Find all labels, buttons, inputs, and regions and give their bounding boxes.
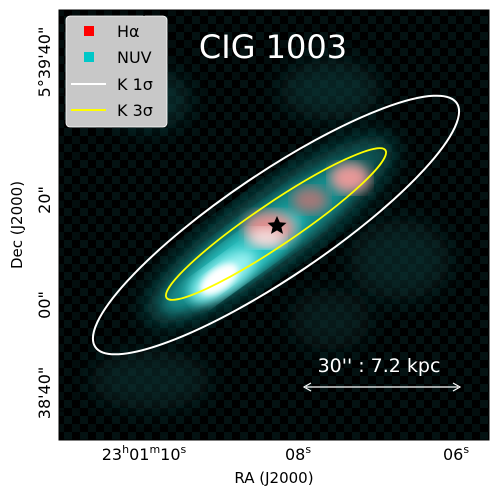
ra-tick-2-s-unit: s [305, 443, 311, 456]
object-title: CIG 1003 [199, 28, 347, 66]
dec-tick-label-2: 20" [35, 186, 54, 214]
dec-tick-label-3: 00" [35, 291, 54, 319]
ra-tick-label-1: 23h01m10s [102, 443, 187, 464]
halpha-emission [244, 163, 370, 248]
scale-bar: 30'' : 7.2 kpc [302, 355, 462, 392]
legend-k3-label: K 3σ [117, 101, 153, 120]
faint-emission [90, 60, 450, 410]
ra-tick-1-s-unit: s [181, 443, 187, 456]
x-ticks [143, 10, 459, 440]
legend-k1-label: K 1σ [117, 75, 153, 94]
ra-tick-1-m: 01 [129, 445, 149, 464]
k-1sigma-contour [91, 94, 461, 356]
y-ticks [59, 93, 489, 412]
x-axis-title: RA (J2000) [234, 469, 313, 487]
legend-nuv-label: NUV [117, 48, 152, 67]
ra-tick-1-h-unit: h [122, 443, 129, 456]
dec-tick-label-1: 5°39'40" [35, 27, 54, 98]
scale-bar-label: 30'' : 7.2 kpc [318, 355, 441, 377]
legend-halpha-label: Hα [117, 22, 140, 41]
legend: Hα NUV K 1σ K 3σ [65, 15, 168, 128]
ra-tick-label-3: 06s [443, 443, 469, 464]
ra-tick-label-2: 08s [285, 443, 311, 464]
y-axis-title: Dec (J2000) [8, 181, 26, 269]
ra-tick-2-s: 08 [285, 445, 305, 464]
ra-tick-1-m-unit: m [149, 443, 160, 456]
ra-tick-1-h: 23 [102, 445, 122, 464]
ra-tick-1-s: 10 [160, 445, 180, 464]
center-star-marker [267, 216, 287, 234]
ra-tick-3-s: 06 [443, 445, 463, 464]
legend-nuv-marker [84, 52, 94, 62]
dec-tick-label-4: 38'40" [35, 367, 54, 419]
image-panel: 30'' : 7.2 kpc CIG 1003 Hα NUV K 1σ K 3σ [59, 10, 489, 440]
legend-halpha-marker [84, 26, 94, 36]
k-3sigma-contour [165, 147, 387, 301]
ra-tick-3-s-unit: s [463, 443, 469, 456]
image-frame [58, 9, 490, 441]
legend-box [65, 15, 168, 128]
